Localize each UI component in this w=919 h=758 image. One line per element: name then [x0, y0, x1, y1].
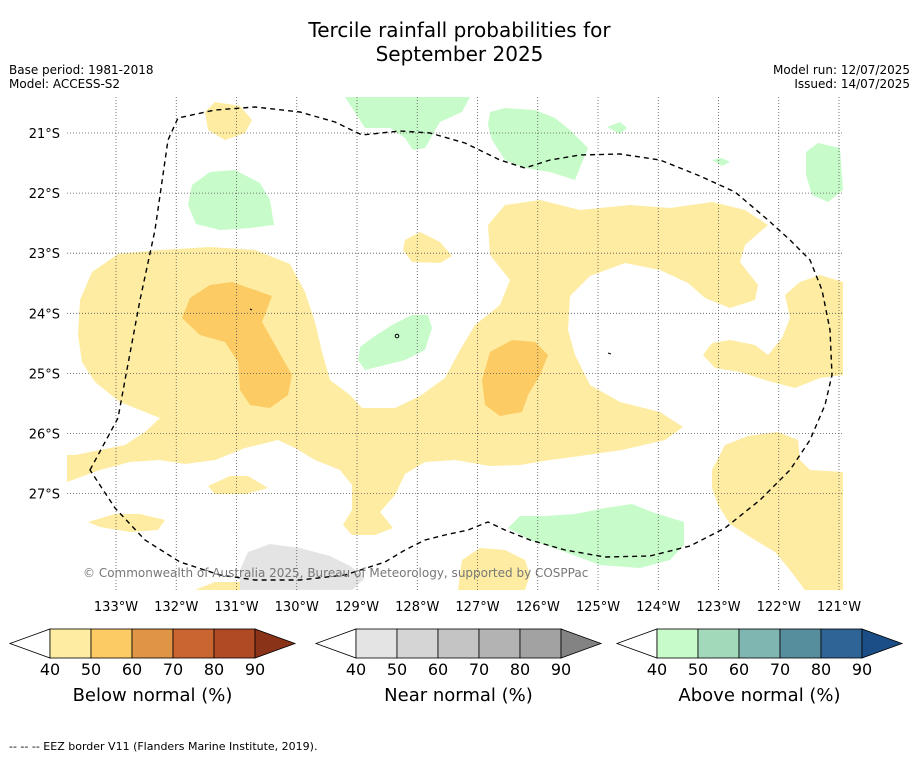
graticule: [67, 97, 843, 590]
colorbar-segment: [738, 628, 781, 659]
colorbar-tick-label: 70: [769, 660, 791, 679]
lon-label: 129°W: [335, 600, 379, 615]
below-normal-50-60: [182, 282, 548, 416]
latitude-labels: 21°S 22°S 23°S 24°S 25°S 26°S 27°S: [29, 127, 60, 503]
lat-label: 24°S: [29, 307, 60, 322]
colorbars: [8, 628, 904, 659]
colorbar-tick-label: 90: [851, 660, 873, 679]
title-line-1: Tercile rainfall probabilities for: [308, 18, 611, 42]
lat-label: 27°S: [29, 488, 60, 503]
colorbar-segment: [49, 628, 92, 659]
lon-label: 121°W: [817, 600, 861, 615]
colorbar-segment: [90, 628, 133, 659]
lat-label: 25°S: [29, 367, 60, 382]
colorbar-segment: [131, 628, 174, 659]
lon-label: 130°W: [275, 600, 319, 615]
colorbar-tick-label: 50: [80, 660, 102, 679]
colorbar-over-triangle: [861, 628, 904, 659]
lat-label: 21°S: [29, 127, 60, 142]
colorbar-tick-label: 70: [162, 660, 184, 679]
lon-label: 128°W: [395, 600, 439, 615]
colorbar-segment: [779, 628, 822, 659]
map-title: Tercile rainfall probabilities for Septe…: [0, 18, 919, 66]
colorbar-title: Near normal (%): [384, 685, 533, 706]
colorbar-tick-label: 60: [427, 660, 449, 679]
lat-label: 23°S: [29, 247, 60, 262]
near-normal-40-50: [240, 544, 365, 590]
colorbar-segment: [355, 628, 398, 659]
lon-label: 123°W: [696, 600, 740, 615]
colorbar-tick-label: 80: [509, 660, 531, 679]
colorbar-segment: [213, 628, 256, 659]
colorbar-tick-label: 40: [646, 660, 668, 679]
colorbar-title: Above normal (%): [678, 685, 841, 706]
lat-label: 22°S: [29, 187, 60, 202]
colorbar-segment: [656, 628, 699, 659]
colorbar-segment: [172, 628, 215, 659]
colorbar-title: Below normal (%): [72, 685, 233, 706]
lon-label: 132°W: [154, 600, 198, 615]
colorbar-tick-label: 70: [468, 660, 490, 679]
colorbar-segment: [519, 628, 562, 659]
colorbar-tick-label: 80: [203, 660, 225, 679]
copyright-text: © Commonwealth of Australia 2025, Bureau…: [83, 566, 588, 580]
colorbar-2: [314, 628, 603, 659]
colorbar-segment: [437, 628, 480, 659]
island-markers: [249, 308, 612, 355]
colorbar-segment: [396, 628, 439, 659]
colorbar-tick-label: 90: [550, 660, 572, 679]
below-normal-40-50: [67, 102, 843, 590]
lon-label: 126°W: [516, 600, 560, 615]
model-run: Model run: 12/07/2025: [772, 63, 910, 77]
colorbar-tick-label: 60: [728, 660, 750, 679]
lon-label: 131°W: [214, 600, 258, 615]
lon-label: 133°W: [94, 600, 138, 615]
above-normal-40-50: [188, 97, 843, 568]
meta-left: Base period: 1981-2018 Model: ACCESS-S2: [9, 63, 154, 91]
meta-right: Model run: 12/07/2025 Issued: 14/07/2025: [773, 63, 910, 91]
model-name: Model: ACCESS-S2: [9, 77, 121, 91]
lon-label: 125°W: [576, 600, 620, 615]
lon-label: 122°W: [757, 600, 801, 615]
lon-label: 124°W: [636, 600, 680, 615]
issued-date: Issued: 14/07/2025: [794, 77, 910, 91]
colorbar-tick-label: 50: [687, 660, 709, 679]
colorbar-over-triangle: [560, 628, 603, 659]
colorbar-3: [615, 628, 904, 659]
colorbar-tick-label: 50: [386, 660, 408, 679]
colorbar-tick-label: 80: [810, 660, 832, 679]
eez-border: [89, 106, 833, 581]
colorbar-under-triangle: [314, 628, 357, 659]
title-line-2: September 2025: [375, 42, 544, 66]
colorbar-tick-label: 40: [345, 660, 367, 679]
colorbar-over-triangle: [254, 628, 297, 659]
colorbar-tick-label: 90: [244, 660, 266, 679]
lat-label: 26°S: [29, 428, 60, 443]
colorbar-tick-label: 60: [121, 660, 143, 679]
colorbar-tick-label: 40: [39, 660, 61, 679]
longitude-labels: 133°W 132°W 131°W 130°W 129°W 128°W 127°W 126°W…: [94, 600, 861, 615]
colorbar-1: [8, 628, 297, 659]
colorbar-under-triangle: [615, 628, 658, 659]
colorbar-segment: [820, 628, 863, 659]
colorbar-segment: [697, 628, 740, 659]
lon-label: 127°W: [455, 600, 499, 615]
probability-regions: [67, 97, 843, 590]
colorbar-under-triangle: [8, 628, 51, 659]
eez-footnote: -- -- -- EEZ border V11 (Flanders Marine…: [9, 740, 318, 753]
colorbar-segment: [478, 628, 521, 659]
base-period: Base period: 1981-2018: [9, 63, 154, 77]
